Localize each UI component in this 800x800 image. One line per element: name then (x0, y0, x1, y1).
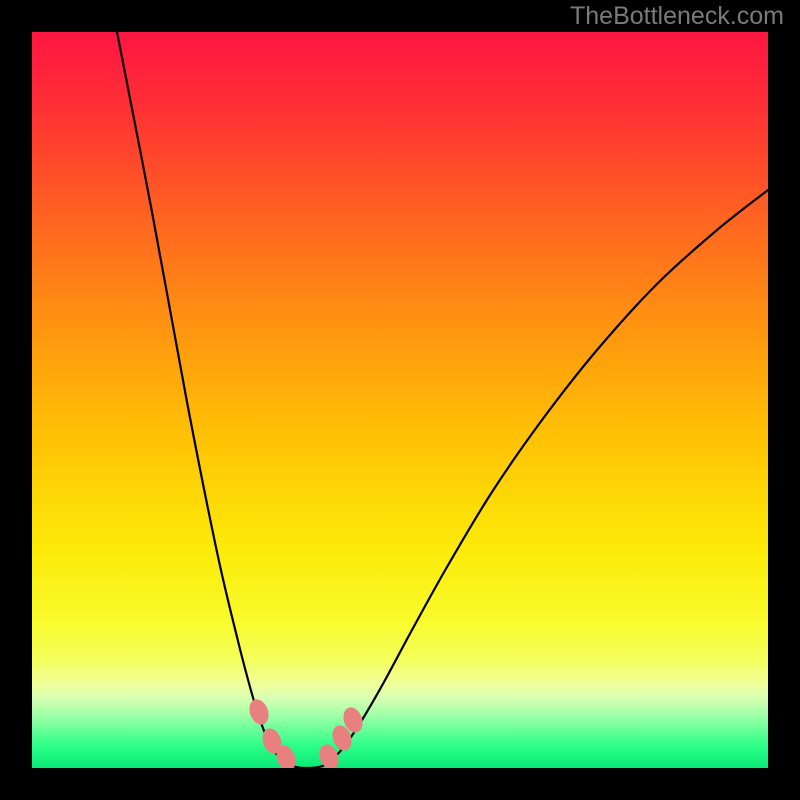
watermark-text: TheBottleneck.com (570, 2, 784, 31)
bottleneck-chart-svg (32, 32, 768, 768)
plot-area (32, 32, 768, 768)
gradient-background (32, 32, 768, 768)
